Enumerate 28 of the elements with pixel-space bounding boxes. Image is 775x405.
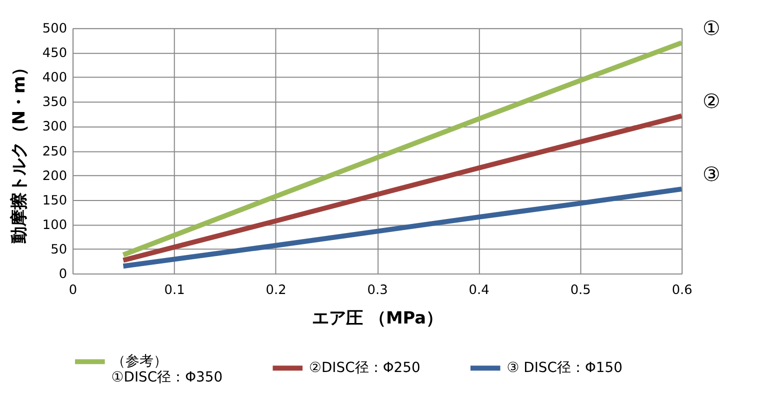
y-tick-label: 400 <box>42 70 68 86</box>
y-tick-label: 0 <box>58 266 68 282</box>
y-tick-label: 100 <box>42 218 68 233</box>
y-tick-label: 150 <box>42 193 68 208</box>
text: ① <box>702 16 720 40</box>
x-tick-label: 0.4 <box>468 282 490 298</box>
line-series <box>120 40 684 258</box>
y-tick-label: 350 <box>42 95 68 110</box>
text: ② <box>702 90 720 113</box>
x-tick-label: 0.5 <box>570 282 591 298</box>
y-tick-label: 450 <box>42 46 68 62</box>
text: ③ <box>702 163 720 186</box>
y-tick-label: 50 <box>50 242 68 258</box>
x-tick-label: 0.1 <box>164 282 185 298</box>
x-axis-title: エア圧 （MPa） <box>312 308 444 328</box>
legend-label: ②DISC径：Φ250 <box>309 360 420 376</box>
y-tick-label: 500 <box>42 22 68 37</box>
y-tick-label: 250 <box>42 144 68 160</box>
legend-label: ③ DISC径：Φ150 <box>506 360 622 376</box>
y-tick-label: 200 <box>42 168 68 184</box>
y-axis-title: 動摩擦トルク（N・m） <box>8 58 29 245</box>
x-tick-label: 0.3 <box>367 282 388 298</box>
y-tick-label: 300 <box>42 120 68 135</box>
line-series <box>120 113 684 263</box>
x-tick-label: 0.2 <box>266 282 286 298</box>
legend-label: （参考） ①DISC径：Φ350 <box>111 354 223 386</box>
x-tick-label: 0 <box>68 282 78 298</box>
x-tick-label: 0.6 <box>672 282 692 298</box>
